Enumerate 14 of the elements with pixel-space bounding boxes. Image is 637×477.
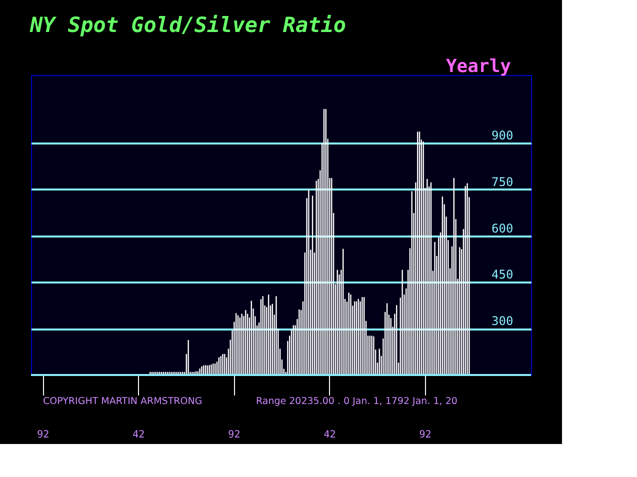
- x-tick-label: 92: [419, 430, 432, 440]
- chart-subtitle: Yearly: [446, 56, 512, 77]
- x-tick-label: 92: [228, 430, 240, 440]
- y-tick-label: 450: [492, 268, 514, 282]
- x-tick-label: 42: [132, 430, 145, 440]
- y-tick-label: 900: [492, 128, 514, 143]
- y-tick-label: 600: [492, 221, 514, 236]
- x-tick-label: 42: [324, 430, 336, 440]
- text: COPYRIGHT MARTIN ARMSTRONG: [43, 396, 202, 407]
- chart-title: NY Spot Gold/Silver Ratio: [29, 13, 346, 37]
- y-tick-label: 750: [492, 174, 514, 189]
- y-tick-label: 300: [492, 314, 514, 328]
- text: Range 20235.00 . 0 Jan. 1, 1792 Jan. 1, 20: [256, 396, 458, 407]
- x-tick-label: 92: [37, 430, 50, 440]
